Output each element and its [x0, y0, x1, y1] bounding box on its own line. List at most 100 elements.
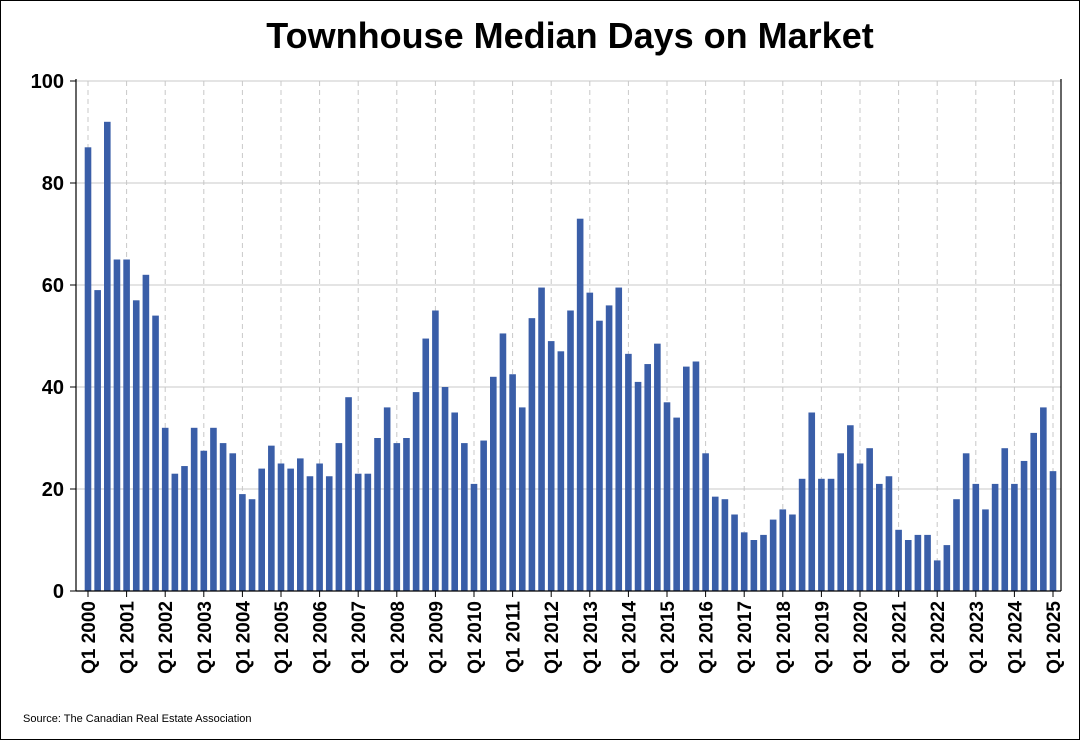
bar: [1020, 460, 1028, 591]
bar: [123, 259, 130, 591]
y-tick-label: 40: [42, 377, 64, 399]
bar: [1001, 448, 1009, 591]
bar: [740, 532, 748, 591]
y-tick-label: 20: [42, 479, 64, 501]
bar: [557, 351, 565, 591]
x-tick-label: Q1 2018: [774, 601, 795, 674]
bar: [403, 438, 410, 591]
x-tick-label: Q1 2006: [311, 601, 332, 674]
bar: [451, 412, 458, 591]
bar: [509, 374, 516, 591]
x-tick-label: Q1 2013: [581, 601, 602, 674]
x-tick-label: Q1 2019: [812, 601, 833, 674]
bar: [625, 353, 632, 591]
bar: [306, 476, 314, 591]
bar: [1049, 471, 1057, 591]
bar: [547, 341, 555, 591]
bar: [827, 478, 835, 591]
bar: [518, 407, 526, 591]
bar: [393, 443, 401, 591]
x-tick-label: Q1 2014: [619, 601, 640, 674]
x-tick-label: Q1 2015: [658, 601, 679, 674]
bar: [94, 290, 101, 591]
x-tick-label: Q1 2000: [79, 601, 100, 674]
bar: [943, 545, 951, 591]
x-tick-label: Q1 2008: [388, 601, 409, 674]
bar: [104, 121, 111, 592]
bar: [1040, 407, 1047, 591]
bar: [586, 292, 594, 591]
bar: [605, 305, 613, 591]
x-tick-label: Q1 2020: [851, 601, 872, 674]
bar: [779, 509, 787, 591]
bar: [904, 540, 912, 591]
bar: [576, 218, 584, 591]
bar: [354, 473, 362, 591]
x-tick-label: Q1 2010: [465, 601, 486, 674]
bar: [644, 364, 651, 591]
x-tick-labels: Q1 2000 Q1 2001 Q1 2002 Q1 2003 Q1 2004 Q1 20…: [79, 601, 1065, 674]
bar: [239, 494, 246, 591]
bar: [490, 376, 497, 591]
bar: [441, 387, 449, 591]
bar: [364, 473, 372, 591]
bar: [876, 483, 883, 591]
bar: [142, 274, 150, 591]
bar: [567, 310, 574, 591]
bar: [702, 453, 709, 591]
x-tick-label: Q1 2017: [735, 601, 756, 674]
x-tick-label: Q1 2009: [426, 601, 447, 674]
y-tick-label: 60: [42, 275, 64, 297]
bar: [181, 466, 188, 591]
bars: [84, 121, 1057, 592]
bar: [856, 463, 864, 591]
bar: [933, 560, 941, 591]
bar: [914, 534, 922, 591]
bar: [480, 440, 487, 591]
bar: [982, 509, 989, 591]
bar: [210, 427, 217, 591]
bar: [711, 496, 719, 591]
bar: [470, 483, 478, 591]
bar: [432, 310, 439, 591]
bar: [760, 534, 767, 591]
bar: [316, 463, 323, 591]
bar: [663, 402, 671, 591]
source-note: Source: The Canadian Real Estate Associa…: [23, 713, 252, 725]
chart-title: Townhouse Median Days on Market: [266, 15, 874, 56]
x-tick-label: Q1 2003: [195, 601, 216, 674]
bar: [499, 333, 507, 591]
axes: [70, 79, 1062, 597]
x-tick-label: Q1 2002: [156, 601, 177, 674]
bar: [113, 259, 121, 591]
bar: [287, 468, 294, 591]
bar: [991, 483, 999, 591]
x-tick-label: Q1 2012: [542, 601, 563, 674]
bar: [538, 287, 545, 591]
y-tick-label: 100: [31, 71, 64, 93]
bar: [200, 450, 208, 591]
x-tick-label: Q1 2016: [697, 601, 718, 674]
x-tick-label: Q1 2025: [1044, 601, 1065, 674]
bar: [132, 300, 140, 591]
bar: [345, 397, 352, 591]
x-tick-label: Q1 2023: [967, 601, 988, 674]
x-tick-label: Q1 2011: [504, 601, 525, 673]
bar: [924, 534, 931, 591]
bar: [818, 478, 825, 591]
bar: [769, 519, 777, 591]
bar: [654, 343, 661, 591]
bar: [461, 443, 468, 591]
x-tick-label: Q1 2004: [233, 601, 254, 674]
bar: [683, 366, 690, 591]
bar: [692, 361, 700, 591]
bar: [731, 514, 738, 591]
bar: [268, 445, 275, 591]
bar: [152, 315, 159, 591]
bar: [190, 427, 198, 591]
bar: [895, 529, 902, 591]
bar: [84, 147, 92, 592]
bar: [528, 318, 536, 591]
bar: [374, 438, 381, 591]
bar: [1030, 432, 1037, 591]
